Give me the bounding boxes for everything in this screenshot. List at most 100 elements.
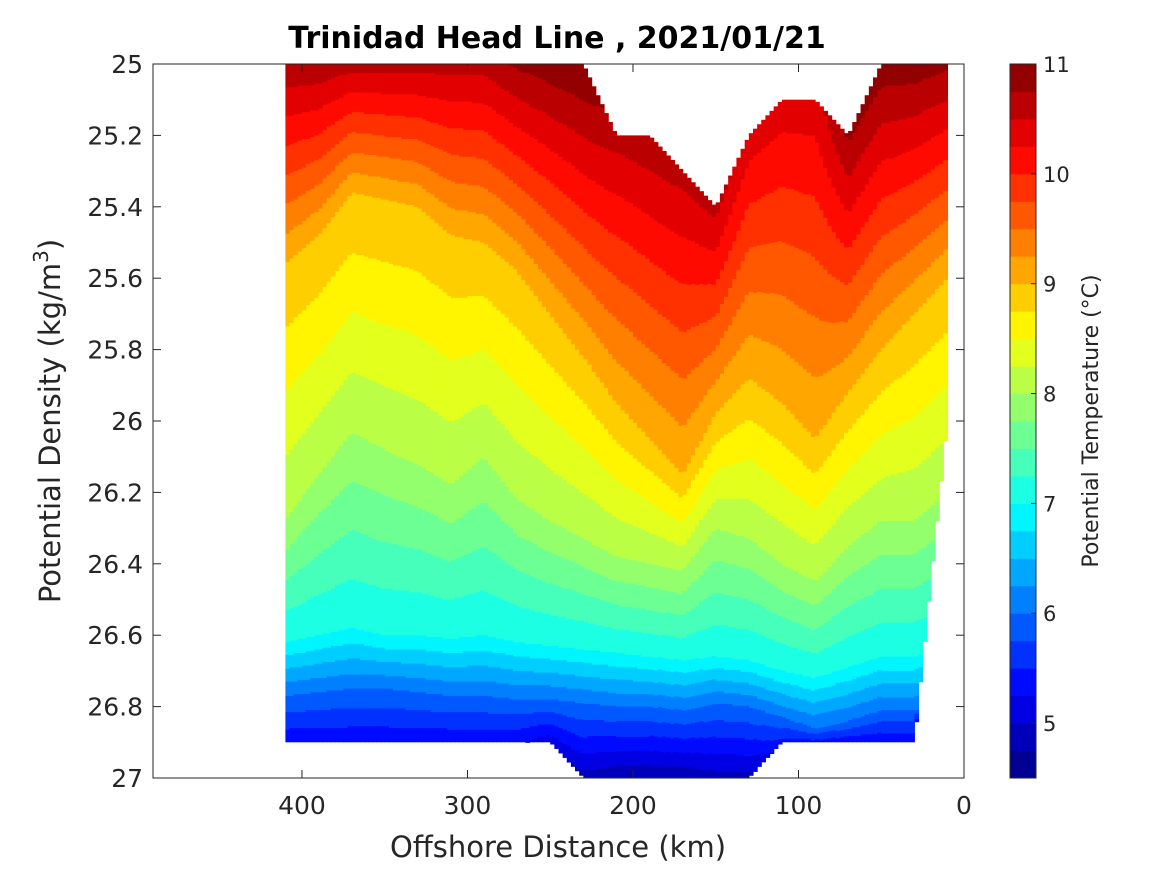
contour-cell: [628, 135, 634, 161]
contour-cell: [848, 605, 853, 637]
contour-cell: [914, 467, 920, 520]
contour-cell: [860, 454, 866, 496]
contour-cell: [359, 533, 365, 583]
contour-cell: [781, 242, 787, 297]
contour-cell: [289, 608, 295, 642]
contour-cell: [802, 724, 808, 733]
contour-cell: [935, 135, 940, 167]
contour-cell: [351, 644, 357, 659]
contour-cell: [608, 191, 613, 234]
contour-cell: [765, 513, 771, 554]
contour-cell: [868, 487, 874, 530]
contour-cell: [641, 299, 646, 345]
contour-cell: [624, 679, 630, 695]
contour-cell: [380, 156, 386, 179]
contour-cell: [740, 671, 746, 684]
contour-cell: [752, 128, 758, 157]
contour-cell: [347, 435, 353, 485]
contour-cell: [881, 622, 886, 658]
contour-cell: [628, 560, 634, 585]
contour-cell: [715, 441, 721, 471]
contour-cell: [608, 602, 613, 628]
contour-cell: [715, 719, 721, 739]
contour-cell: [434, 285, 440, 351]
contour-cell: [405, 678, 411, 692]
contour-cell: [529, 167, 535, 199]
contour-cell: [695, 657, 700, 672]
contour-cell: [777, 616, 783, 644]
contour-cell: [484, 729, 489, 743]
contour-cell: [872, 659, 878, 673]
contour-cell: [930, 169, 936, 201]
contour-cell: [632, 654, 638, 668]
contour-cell: [595, 105, 601, 146]
contour-cell: [525, 224, 531, 256]
contour-cell: [455, 681, 460, 697]
contour-cell: [471, 64, 477, 76]
contour-cell: [558, 292, 564, 329]
contour-cell: [459, 64, 464, 76]
contour-cell: [852, 691, 858, 707]
contour-cell: [380, 72, 386, 95]
contour-cell: [802, 310, 808, 370]
contour-cell: [372, 155, 378, 178]
contour-cell: [682, 591, 688, 615]
contour-cell: [355, 92, 361, 113]
contour-cell: [786, 672, 791, 684]
contour-cell: [471, 695, 477, 713]
contour-cell: [815, 714, 820, 730]
contour-cell: [637, 208, 642, 254]
contour-cell: [579, 649, 584, 663]
contour-cell: [351, 312, 357, 374]
contour-cell: [777, 562, 783, 590]
contour-cell: [724, 530, 729, 564]
contour-cell: [889, 622, 895, 658]
contour-cell: [674, 544, 680, 571]
contour-cell: [926, 351, 932, 404]
contour-cell: [397, 203, 402, 267]
contour-cell: [773, 479, 779, 520]
colorbar-swatch: [1010, 530, 1036, 559]
contour-cell: [786, 133, 791, 190]
contour-cell: [326, 547, 332, 592]
contour-cell: [442, 560, 448, 601]
contour-cell: [537, 205, 543, 238]
contour-cell: [537, 142, 543, 176]
contour-cell: [844, 736, 849, 743]
contour-cell: [608, 395, 613, 435]
contour-cell: [777, 715, 783, 730]
contour-cell: [376, 708, 382, 727]
contour-cell: [293, 171, 299, 201]
contour-cell: [653, 400, 659, 447]
contour-cell: [914, 312, 920, 365]
contour-cell: [372, 321, 378, 383]
contour-cell: [554, 585, 560, 617]
contour-cell: [856, 691, 862, 705]
contour-cell: [844, 247, 849, 286]
contour-cell: [608, 512, 613, 555]
contour-cell: [682, 544, 688, 569]
contour-cell: [798, 497, 804, 538]
contour-cell: [471, 681, 477, 697]
contour-cell: [591, 371, 597, 416]
contour-cell: [935, 342, 940, 397]
contour-cell: [864, 221, 870, 259]
contour-cell: [744, 139, 750, 170]
contour-cell: [612, 652, 618, 668]
contour-cell: [413, 728, 419, 743]
contour-cell: [699, 658, 704, 671]
contour-cell: [666, 635, 671, 660]
contour-cell: [566, 717, 572, 733]
contour-cell: [823, 110, 829, 117]
contour-cell: [699, 441, 704, 469]
contour-cell: [872, 525, 878, 560]
contour-cell: [893, 656, 899, 672]
contour-cell: [885, 476, 891, 522]
contour-cell: [343, 180, 349, 203]
colorbar-swatch: [1010, 448, 1036, 477]
contour-cell: [570, 94, 576, 131]
contour-cell: [525, 728, 531, 743]
contour-cell: [446, 206, 452, 235]
contour-cell: [682, 739, 688, 755]
contour-cell: [500, 481, 506, 522]
